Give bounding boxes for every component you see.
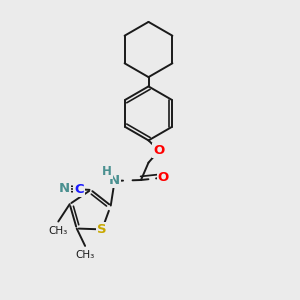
Text: CH₃: CH₃: [76, 250, 95, 260]
Text: O: O: [158, 171, 169, 184]
Text: CH₃: CH₃: [49, 226, 68, 236]
Text: H: H: [102, 165, 112, 178]
Text: C: C: [74, 183, 84, 196]
Text: N: N: [59, 182, 70, 195]
Text: S: S: [97, 223, 107, 236]
Text: O: O: [153, 144, 165, 157]
Text: N: N: [109, 174, 120, 188]
